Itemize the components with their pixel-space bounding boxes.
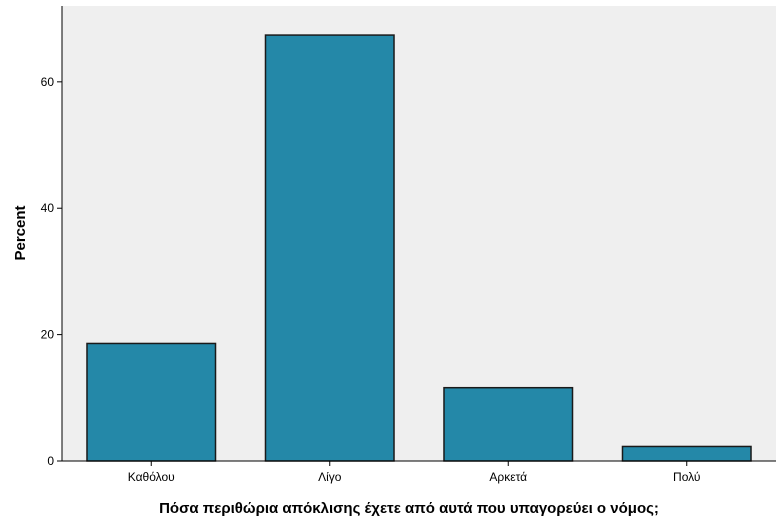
y-tick-label: 40 — [41, 201, 55, 215]
x-tick-label: Αρκετά — [489, 470, 527, 484]
bars-group — [86, 34, 752, 462]
y-tick-label: 20 — [41, 328, 55, 342]
bar — [443, 386, 574, 462]
y-tick-label: 60 — [41, 75, 55, 89]
x-ticks-group: Καθόλου Λίγο Αρκετά Πολύ — [128, 461, 700, 484]
x-tick-label: Καθόλου — [128, 470, 175, 484]
bar — [86, 342, 217, 462]
y-tick-label: 0 — [47, 454, 54, 468]
x-tick-label: Πολύ — [673, 470, 700, 484]
y-axis-title: Percent — [12, 205, 29, 260]
x-axis-title: Πόσα περιθώρια απόκλισης έχετε από αυτά … — [159, 500, 659, 517]
bar — [264, 34, 395, 462]
y-ticks-group: 0 20 40 60 — [41, 75, 62, 468]
x-tick-label: Λίγο — [318, 470, 342, 484]
bar — [621, 445, 752, 462]
